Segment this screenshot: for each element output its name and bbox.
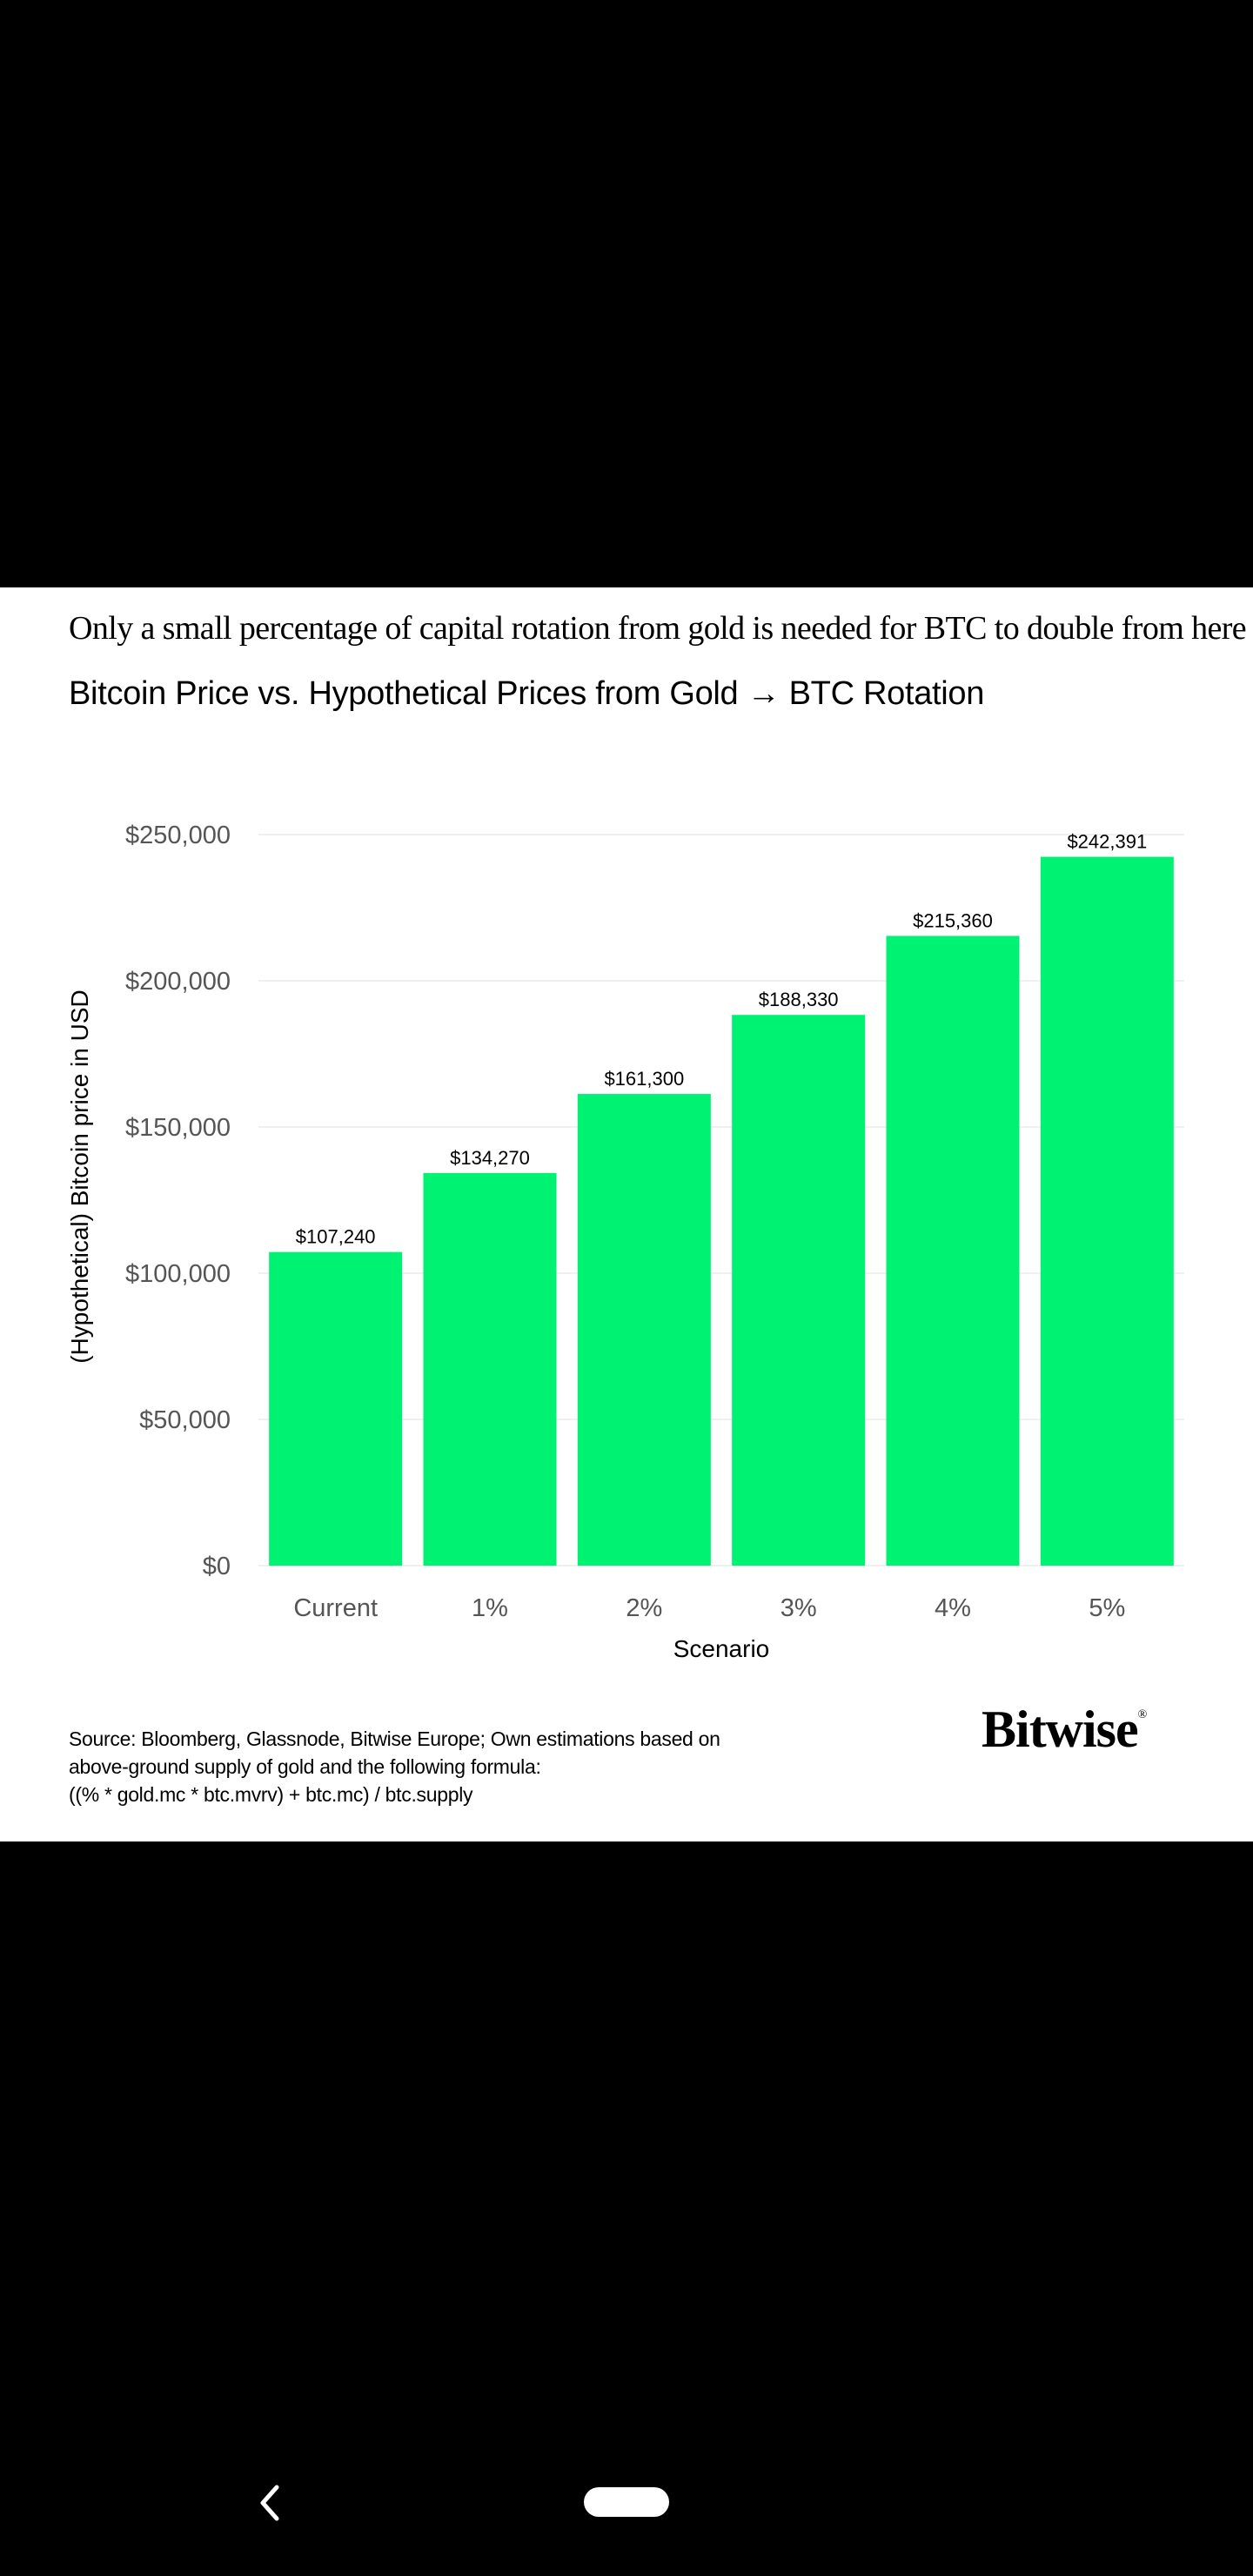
y-tick-label: $50,000 (139, 1406, 231, 1434)
bars (269, 856, 1174, 1566)
y-tick-label: $200,000 (125, 968, 231, 996)
x-tick-label: 5% (1089, 1594, 1125, 1622)
bar (732, 1015, 866, 1566)
y-axis-label: (Hypothetical) Bitcoin price in USD (66, 989, 93, 1364)
bitwise-logo: Bitwise® (982, 1700, 1148, 1760)
logo-text: Bitwise (982, 1701, 1139, 1758)
registered-mark: ® (1137, 1708, 1148, 1721)
chart-title: Bitcoin Price vs. Hypothetical Prices fr… (69, 675, 985, 712)
home-pill-icon[interactable] (584, 2487, 669, 2517)
y-tick-label: $0 (203, 1553, 231, 1580)
source-line: Source: Bloomberg, Glassnode, Bitwise Eu… (69, 1727, 720, 1750)
y-axis-ticks: $0 $50,000 $100,000 $150,000 $200,000 $250,00… (125, 822, 231, 1580)
headline: Only a small percentage of capital rotat… (69, 610, 1247, 647)
bar-value-label: $188,330 (759, 989, 839, 1010)
bar-chart: $0 $50,000 $100,000 $150,000 $200,000 $250,00… (66, 822, 1184, 1662)
x-tick-label: 4% (935, 1594, 971, 1622)
gridlines (258, 834, 1184, 1566)
y-tick-label: $100,000 (125, 1260, 231, 1288)
x-axis-ticks: Current 1% 2% 3% 4% 5% (293, 1594, 1125, 1622)
y-tick-label: $250,000 (125, 822, 231, 849)
bar (269, 1251, 403, 1566)
bar-value-label: $242,391 (1067, 831, 1147, 853)
source-line: above-ground supply of gold and the foll… (69, 1755, 541, 1778)
bar-value-label: $134,270 (450, 1147, 530, 1169)
y-tick-label: $150,000 (125, 1114, 231, 1142)
bar (886, 936, 1020, 1566)
x-tick-label: 3% (781, 1594, 817, 1622)
source-line: ((% * gold.mc * btc.mvrv) + btc.mc) / bt… (69, 1783, 473, 1806)
x-tick-label: 1% (472, 1594, 508, 1622)
bar (1040, 856, 1174, 1566)
x-axis-label: Scenario (673, 1635, 770, 1662)
bar-value-label: $215,360 (913, 909, 993, 931)
chevron-left-icon[interactable] (252, 2482, 287, 2524)
x-tick-label: Current (293, 1594, 378, 1622)
bar-value-label: $161,300 (604, 1068, 684, 1090)
chart-card: Only a small percentage of capital rotat… (0, 587, 1253, 1841)
x-tick-label: 2% (626, 1594, 662, 1622)
bar (577, 1094, 711, 1566)
bar (423, 1172, 557, 1566)
source-note: Source: Bloomberg, Glassnode, Bitwise Eu… (69, 1725, 852, 1808)
bar-value-label: $107,240 (296, 1226, 376, 1248)
bar-value-labels: $107,240 $134,270 $161,300 $188,330 $215,360… (296, 831, 1147, 1248)
